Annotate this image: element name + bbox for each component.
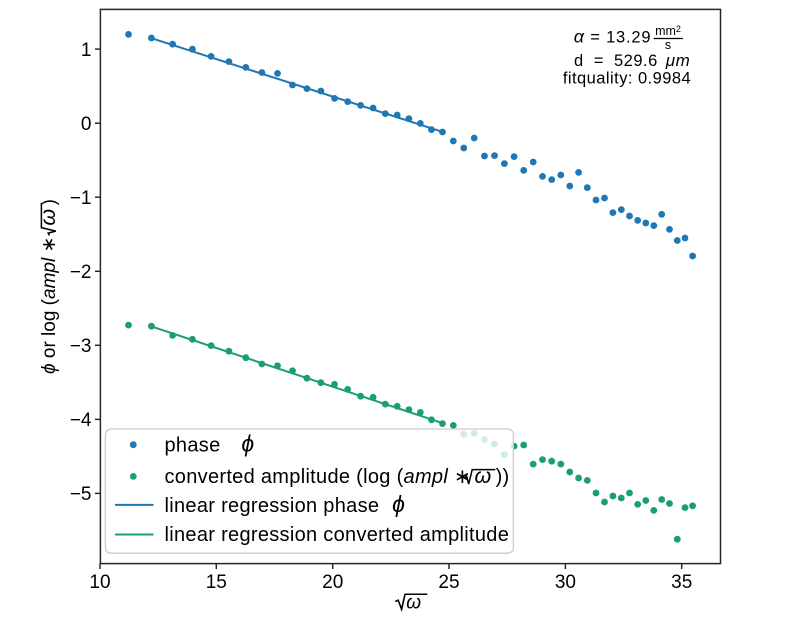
svg-text:ϕ or log (ampl ∗ω): ϕ or log (ampl ∗ω) bbox=[36, 199, 60, 374]
svg-text:phase ϕ: phase ϕ bbox=[165, 431, 255, 457]
svg-text:ω: ω bbox=[406, 593, 421, 614]
svg-text:1: 1 bbox=[81, 40, 92, 61]
svg-text:20: 20 bbox=[322, 572, 343, 593]
svg-text:−5: −5 bbox=[70, 484, 92, 505]
svg-text:25: 25 bbox=[438, 572, 459, 593]
svg-text:α = 13.29: α = 13.29 bbox=[574, 27, 652, 47]
svg-text:10: 10 bbox=[89, 572, 110, 593]
svg-text:linear regression converted am: linear regression converted amplitude bbox=[165, 524, 510, 546]
svg-text:15: 15 bbox=[206, 572, 227, 593]
svg-text:−2: −2 bbox=[70, 262, 92, 283]
svg-text:0: 0 bbox=[81, 114, 92, 135]
svg-text:−4: −4 bbox=[70, 410, 92, 431]
svg-text:−1: −1 bbox=[70, 188, 92, 209]
svg-text:35: 35 bbox=[671, 572, 692, 593]
svg-text:converted amplitude (log (ampl: converted amplitude (log (ampl ∗ ω)) bbox=[165, 464, 510, 488]
svg-text:fitquality: 0.9984: fitquality: 0.9984 bbox=[563, 70, 691, 88]
svg-text:mm2: mm2 bbox=[655, 24, 681, 38]
svg-text:linear regression phase ϕ: linear regression phase ϕ bbox=[165, 491, 406, 517]
svg-text:d = 529.6μm: d = 529.6 μm bbox=[574, 51, 690, 70]
svg-text:s: s bbox=[665, 38, 671, 52]
svg-text:−3: −3 bbox=[70, 336, 92, 357]
svg-text:30: 30 bbox=[555, 572, 576, 593]
